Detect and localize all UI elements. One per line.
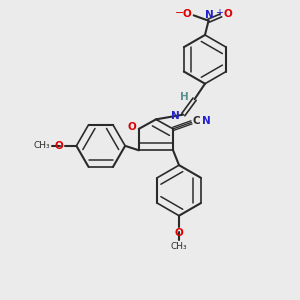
Text: N: N xyxy=(202,116,210,126)
Text: H: H xyxy=(181,92,189,102)
Text: C: C xyxy=(193,116,200,126)
Text: +: + xyxy=(215,8,223,18)
Text: CH₃: CH₃ xyxy=(34,141,50,150)
Text: O: O xyxy=(55,141,63,151)
Text: CH₃: CH₃ xyxy=(171,242,187,250)
Text: N: N xyxy=(171,111,180,122)
Text: O: O xyxy=(175,228,183,238)
Text: N: N xyxy=(205,10,214,20)
Text: O: O xyxy=(128,122,136,132)
Text: −: − xyxy=(175,8,184,18)
Text: O: O xyxy=(183,10,192,20)
Text: O: O xyxy=(223,10,232,20)
